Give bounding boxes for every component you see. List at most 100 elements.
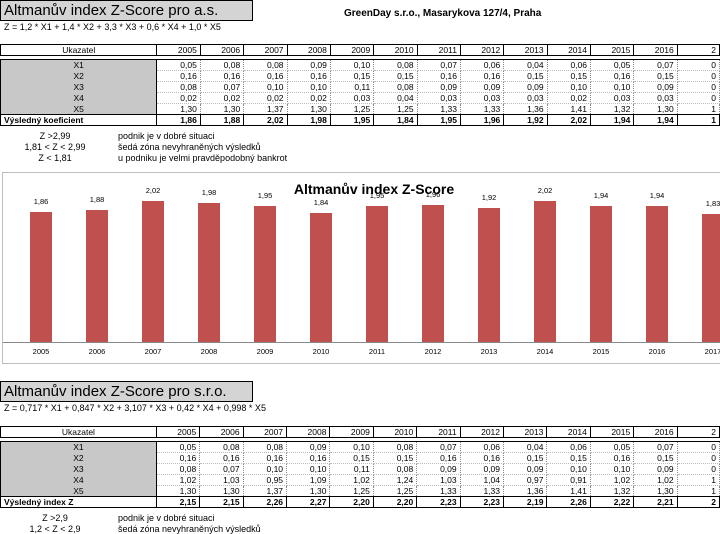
result-value: 1,84 <box>373 114 418 126</box>
cell-value: 0,16 <box>590 452 635 464</box>
cell-value: 0,16 <box>460 452 505 464</box>
cell-value: 0,15 <box>330 70 375 82</box>
year-header: 2 <box>677 426 720 438</box>
cell-value: 0,05 <box>590 59 635 71</box>
cell-value: 0,08 <box>373 441 418 453</box>
cell-value: 0,15 <box>503 70 548 82</box>
section2-table: Ukazatel 2005 2006 2007 2008 2009 2010 2011 2012… <box>0 426 720 508</box>
cell-value: 0,15 <box>373 70 418 82</box>
cell-value: 0,09 <box>417 81 461 93</box>
cell-value: 0,09 <box>460 81 505 93</box>
chart-bar <box>86 210 108 342</box>
cell-value: 0,10 <box>287 81 331 93</box>
year-header: 2008 <box>286 426 331 438</box>
x-tick-label: 2015 <box>592 347 610 356</box>
cell-value: 0,09 <box>633 81 678 93</box>
cell-value: 0,03 <box>417 92 461 104</box>
cell-value: 0,10 <box>330 59 375 71</box>
result-value: 1,94 <box>590 114 635 126</box>
result-value: 2,02 <box>243 114 288 126</box>
cell-value: 1,03 <box>416 474 461 486</box>
result-value: 2,26 <box>546 496 591 508</box>
cell-value: 1,41 <box>546 485 591 497</box>
chart-bar <box>142 200 164 342</box>
result-value: 1,86 <box>156 114 201 126</box>
cell-value: 0,16 <box>243 70 288 82</box>
year-header: 2005 <box>156 44 201 56</box>
cell-value: 0,04 <box>503 59 548 71</box>
result-value: 2,27 <box>286 496 331 508</box>
cell-value: 0,09 <box>416 463 461 475</box>
cell-value: 1,30 <box>633 485 678 497</box>
bar-value-label: 1,94 <box>649 191 665 201</box>
cell-value: 0,08 <box>200 59 245 71</box>
result-value: 1 <box>677 114 720 126</box>
year-header: 2007 <box>243 44 288 56</box>
result-value: 2,02 <box>547 114 592 126</box>
cell-value: 1,32 <box>590 485 635 497</box>
x-tick-label: 2014 <box>536 347 554 356</box>
result-value: 2,20 <box>373 496 418 508</box>
year-header: 2010 <box>373 426 418 438</box>
year-header: 2014 <box>546 426 591 438</box>
cell-value: 0,16 <box>243 452 288 464</box>
cell-value: 0,10 <box>547 81 592 93</box>
cell-value: 0,16 <box>416 452 461 464</box>
cell-value: 0 <box>677 59 720 71</box>
cell-value: 1,30 <box>200 103 245 115</box>
result-value: 2,23 <box>416 496 461 508</box>
year-header: 2 <box>677 44 720 56</box>
section1-title: Altmanův index Z-Score pro a.s. <box>0 0 253 21</box>
cell-value: 0,95 <box>243 474 288 486</box>
cell-value: 1,33 <box>417 103 461 115</box>
cell-value: 1,03 <box>199 474 244 486</box>
chart-bar <box>254 205 276 342</box>
result-value: 2,15 <box>156 496 201 508</box>
year-header: 2011 <box>416 426 461 438</box>
cell-value: 0,07 <box>633 441 678 453</box>
cell-value: 0,04 <box>503 441 548 453</box>
result-value: 2,26 <box>243 496 288 508</box>
result-value: 2,23 <box>460 496 505 508</box>
cell-value: 0 <box>677 70 720 82</box>
cell-value: 0,11 <box>330 81 375 93</box>
cell-value: 1,04 <box>460 474 505 486</box>
year-header: 2008 <box>287 44 331 56</box>
cell-value: 0,10 <box>590 463 635 475</box>
cell-value: 1,30 <box>286 485 331 497</box>
cell-value: 0,08 <box>243 59 288 71</box>
result-value: 1,96 <box>460 114 505 126</box>
cell-value: 0,16 <box>199 452 244 464</box>
bar-value-label: 1,86 <box>33 196 49 206</box>
cell-value: 0,08 <box>156 463 201 475</box>
legend-condition: 1,81 < Z < 2,99 <box>24 142 86 152</box>
year-header: 2006 <box>199 426 244 438</box>
cell-value: 1,37 <box>243 485 288 497</box>
cell-value: 0,16 <box>156 452 201 464</box>
cell-value: 1,30 <box>156 485 201 497</box>
x-tick-label: 2016 <box>648 347 666 356</box>
section2-formula: Z = 0,717 * X1 + 0,847 * X2 + 3,107 * X3… <box>4 403 266 413</box>
year-header: 2016 <box>633 426 678 438</box>
cell-value: 0,09 <box>503 463 548 475</box>
cell-value: 0 <box>677 92 720 104</box>
cell-value: 0,10 <box>329 441 374 453</box>
cell-value: 1,33 <box>460 103 505 115</box>
table-row: X3 0,08 0,07 0,10 0,10 0,11 0,08 0,09 0,09 0,09 0,… <box>0 81 720 93</box>
row-label: X1 <box>0 441 157 453</box>
result-value: 2,19 <box>503 496 548 508</box>
bar-value-label: 2,02 <box>145 185 161 195</box>
result-row: Výsledný index Z 2,15 2,15 2,26 2,27 2,20 2,20… <box>0 496 720 508</box>
year-header: 2015 <box>590 44 635 56</box>
table-row: X1 0,05 0,08 0,08 0,09 0,10 0,08 0,07 0,06 0,04 0,… <box>0 441 720 453</box>
chart-bar <box>310 213 332 342</box>
result-value: 2,15 <box>199 496 244 508</box>
cell-value: 1,30 <box>287 103 331 115</box>
cell-value: 1,25 <box>330 103 375 115</box>
cell-value: 0,16 <box>460 70 505 82</box>
year-header: 2005 <box>156 426 201 438</box>
cell-value: 0,09 <box>287 59 331 71</box>
table-row: X5 1,30 1,30 1,37 1,30 1,25 1,25 1,33 1,33 1,36 1,… <box>0 103 720 115</box>
cell-value: 0,06 <box>460 59 505 71</box>
row-label: X5 <box>0 485 157 497</box>
